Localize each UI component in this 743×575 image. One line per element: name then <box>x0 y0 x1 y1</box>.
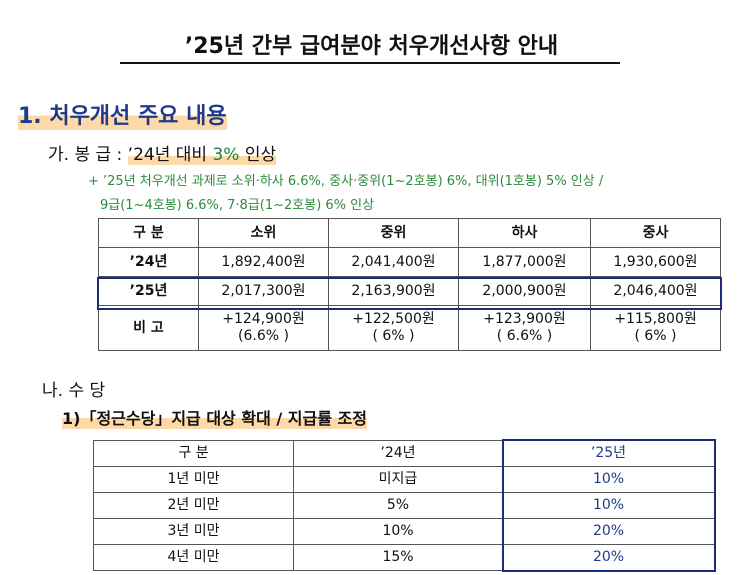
cell: 2,017,300원 <box>198 276 329 306</box>
cell: +115,800원( 6% ) <box>590 305 721 351</box>
cell-line: ( 6% ) <box>372 328 415 344</box>
row: 1년 미만 미지급 10% <box>93 466 715 493</box>
title: ’25년 간부 급여분야 처우개선사항 안내 <box>184 34 559 59</box>
cell: 미지급 <box>293 466 503 493</box>
cell: 1년 미만 <box>93 466 294 493</box>
row: 4년 미만 15% 20% <box>93 544 715 571</box>
section-heading: 1. 처우개선 주요 내용 <box>18 98 227 130</box>
cell: 15% <box>293 544 503 571</box>
salary-line: 가. 봉 급 : ’24년 대비 3% 인상 <box>48 140 277 165</box>
rate: 3% <box>212 145 240 165</box>
cell-line: +115,800원 <box>614 311 697 327</box>
header-cell: 구 분 <box>93 440 294 467</box>
cell: 4년 미만 <box>93 544 294 571</box>
row: ’24년 1,892,400원 2,041,400원 1,877,000원 1,930,… <box>98 247 721 277</box>
note: 9급(1~4호봉) 6.6%, 7·8급(1~2호봉) 6% 인상 <box>100 198 375 213</box>
cell: +124,900원 (6.6% ) <box>198 305 329 351</box>
cell: +123,900원( 6.6% ) <box>458 305 591 351</box>
cell-line: (6.6% ) <box>238 328 289 344</box>
header-cell: 중위 <box>328 218 459 248</box>
note: + ’25년 처우개선 과제로 소위·하사 6.6%, 중사·중위(1~2호봉)… <box>88 174 604 189</box>
cell: ’24년 <box>98 247 199 277</box>
cell: 20% <box>502 518 715 545</box>
cell: 비 고 <box>98 305 199 351</box>
cell-line: +122,500원 <box>352 311 435 327</box>
header-cell: 하사 <box>458 218 591 248</box>
salary-table: 구 분 소위 중위 하사 중사 ’24년 1,892,400원 2,041,400원 1,877… <box>98 218 721 351</box>
header-cell: 중사 <box>590 218 721 248</box>
cell-line: ( 6% ) <box>634 328 677 344</box>
header-cell: ’24년 <box>293 440 503 467</box>
cell: 1,892,400원 <box>198 247 329 277</box>
cell: 3년 미만 <box>93 518 294 545</box>
header-cell: 소위 <box>198 218 329 248</box>
highlight-box <box>502 439 716 572</box>
text: 인상 <box>244 145 277 165</box>
section-heading: 나. 수 당 <box>42 381 106 401</box>
text: ’24년 대비 <box>127 145 208 165</box>
cell-line: +124,900원 <box>222 311 305 327</box>
cell: 1,930,600원 <box>590 247 721 277</box>
cell: 2년 미만 <box>93 492 294 519</box>
cell-line: ( 6.6% ) <box>496 328 553 344</box>
header-row: 구 분 소위 중위 하사 중사 <box>98 218 721 248</box>
allowance-table: 구 분 ’24년 ’25년 1년 미만 미지급 10% 2년 미만 5% 10% 3년 미만 10%… <box>93 440 715 571</box>
cell: +122,500원( 6% ) <box>328 305 459 351</box>
title-underline <box>120 62 620 64</box>
cell: 10% <box>293 518 503 545</box>
salary-highlight: ’24년 대비 3% 인상 <box>127 145 277 165</box>
salary-label: 가. 봉 급 : <box>48 145 123 165</box>
header-cell: ’25년 <box>502 440 715 467</box>
cell: 1,877,000원 <box>458 247 591 277</box>
item: 1)「정근수당」지급 대상 확대 / 지급률 조정 <box>62 405 367 429</box>
header-row: 구 분 ’24년 ’25년 <box>93 440 715 467</box>
highlight-box <box>97 277 722 310</box>
header-cell: 구 분 <box>98 218 199 248</box>
cell: 2,000,900원 <box>458 276 591 306</box>
cell: 2,041,400원 <box>328 247 459 277</box>
remarks-row: 비 고 +124,900원 (6.6% ) +122,500원( 6% ) +123,9… <box>98 305 721 351</box>
cell: 10% <box>502 466 715 493</box>
cell-line: +123,900원 <box>483 311 566 327</box>
cell: 20% <box>502 544 715 571</box>
cell: 5% <box>293 492 503 519</box>
